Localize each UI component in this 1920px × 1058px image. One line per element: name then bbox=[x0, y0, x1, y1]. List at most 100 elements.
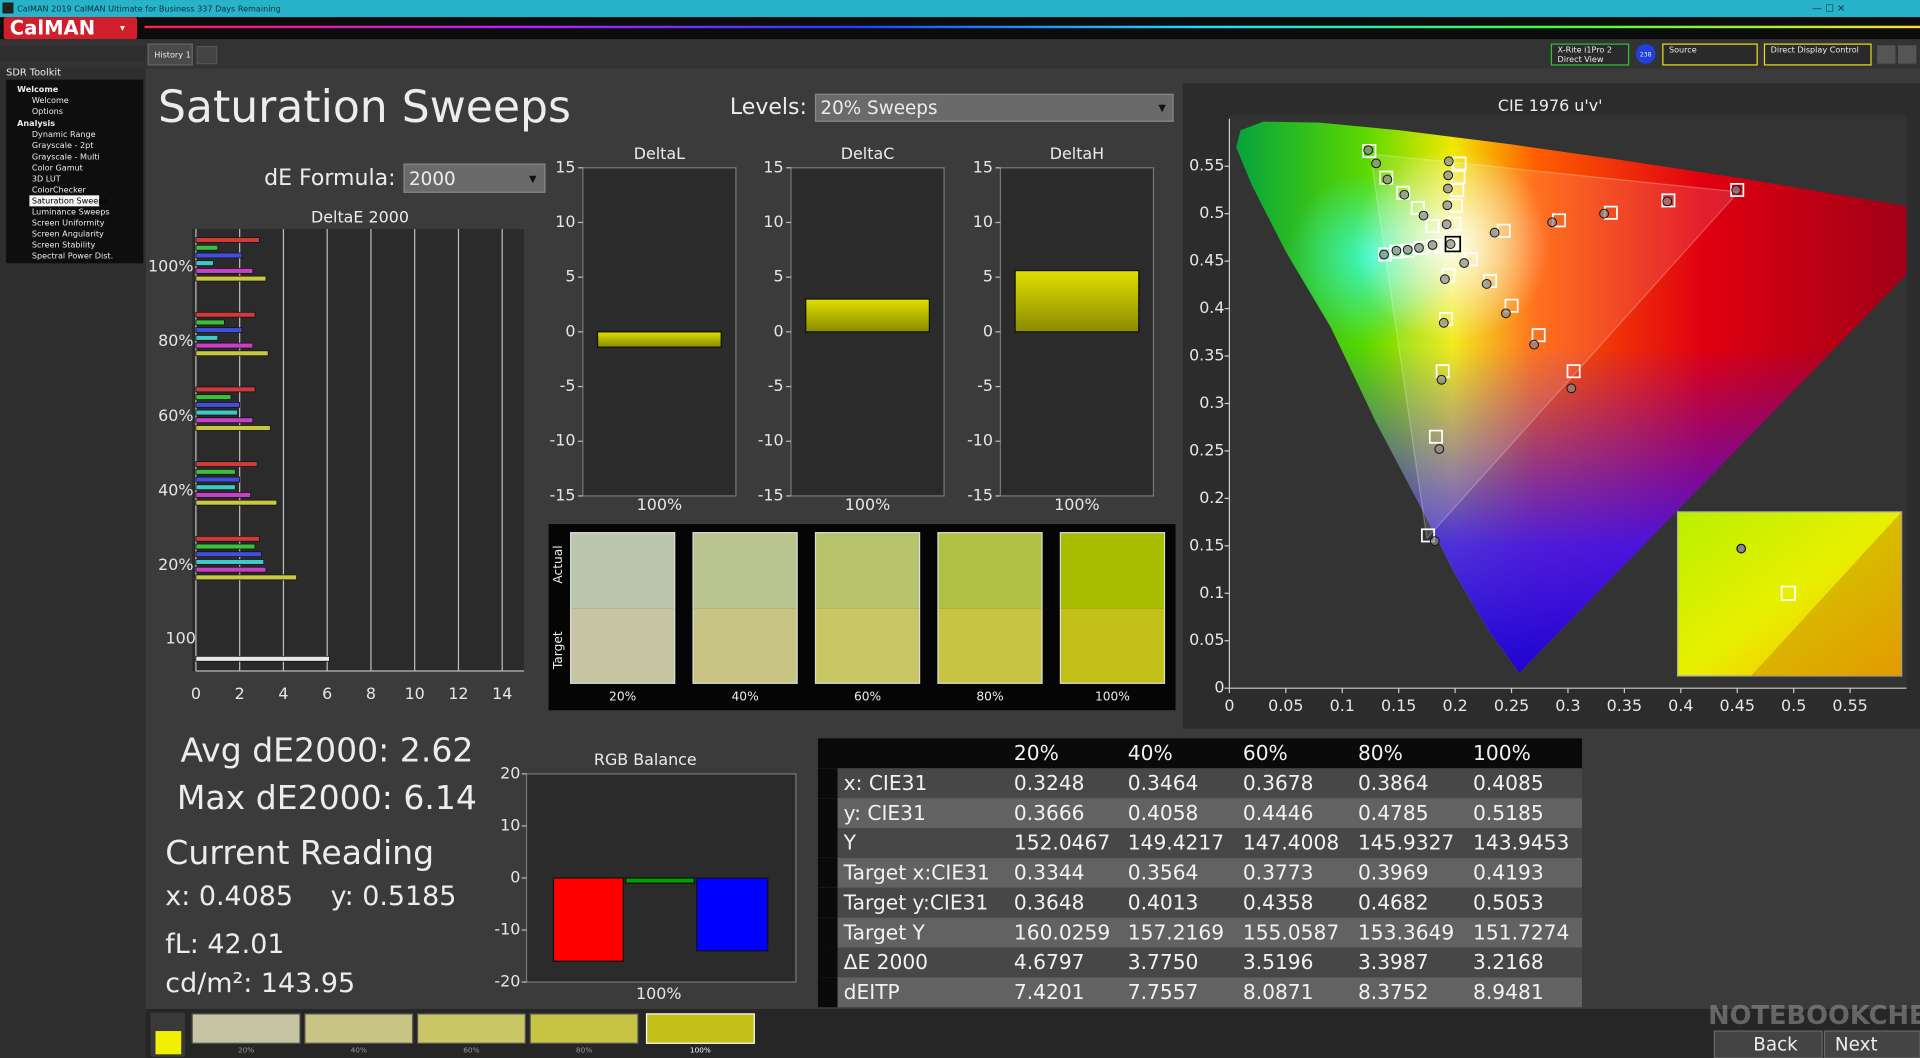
add-tab[interactable] bbox=[196, 45, 218, 65]
measured-point bbox=[1438, 317, 1449, 328]
rainbow-line bbox=[144, 25, 1920, 29]
actual-swatch bbox=[570, 532, 675, 609]
display-box[interactable] bbox=[1763, 43, 1872, 66]
measured-point bbox=[1363, 145, 1374, 156]
row-gutter bbox=[817, 828, 838, 858]
target-point bbox=[1444, 235, 1462, 253]
reading-fl: fL: 42.01 bbox=[165, 929, 284, 960]
bar bbox=[805, 298, 930, 333]
table-cell: 0.3666 bbox=[1014, 801, 1085, 825]
sidebar-item[interactable]: Saturation Sweeps bbox=[32, 195, 108, 205]
measured-point bbox=[1402, 244, 1413, 255]
back-button[interactable] bbox=[1713, 1030, 1823, 1058]
sidebar-item[interactable]: Color Gamut bbox=[32, 162, 83, 172]
target-point bbox=[1661, 193, 1676, 208]
table-cell: 3.5196 bbox=[1243, 950, 1314, 974]
x-tick-label: 100% bbox=[636, 984, 681, 1003]
y-tick-label: 5 bbox=[565, 267, 575, 286]
footer-swatch[interactable] bbox=[645, 1013, 755, 1044]
y-tick-label: 0.25 bbox=[1189, 440, 1224, 459]
swatch-label: 60% bbox=[854, 689, 881, 703]
table-cell: 8.0871 bbox=[1243, 980, 1314, 1004]
tab[interactable] bbox=[147, 43, 193, 66]
bar bbox=[195, 492, 251, 498]
target-point bbox=[1730, 182, 1745, 197]
formula-dropdown[interactable] bbox=[403, 163, 546, 193]
sidebar-item[interactable]: Screen Stability bbox=[32, 239, 96, 249]
actual-swatch bbox=[815, 532, 920, 609]
footer-swatch[interactable] bbox=[191, 1013, 301, 1044]
footer-swatch[interactable] bbox=[304, 1013, 414, 1044]
sidebar-tree bbox=[6, 79, 144, 264]
meter-box[interactable] bbox=[1550, 43, 1630, 66]
bar bbox=[195, 342, 254, 349]
y-tick-label: 0.15 bbox=[1189, 535, 1224, 554]
toolbar bbox=[0, 39, 1920, 69]
sidebar-item[interactable]: ColorChecker bbox=[32, 184, 87, 194]
measured-point bbox=[1662, 196, 1673, 207]
levels-dropdown[interactable] bbox=[814, 93, 1174, 122]
y-tick-label: 0.2 bbox=[1199, 488, 1224, 507]
table-cell: 0.3864 bbox=[1358, 771, 1429, 795]
x-tick-label: 0.05 bbox=[1268, 696, 1303, 715]
zoom-measured bbox=[1736, 543, 1747, 554]
sidebar-item[interactable]: Screen Angularity bbox=[32, 228, 104, 238]
reading-x: x: 0.4085 bbox=[165, 881, 293, 912]
measured-point bbox=[1459, 258, 1470, 268]
y-tick-label: -20 bbox=[494, 972, 520, 991]
x-tick-label: 0.35 bbox=[1607, 696, 1642, 715]
target-point bbox=[1452, 156, 1467, 171]
options-button[interactable] bbox=[1897, 45, 1917, 64]
sidebar-item[interactable]: 3D LUT bbox=[32, 173, 61, 183]
table-row bbox=[817, 917, 1583, 948]
window-controls[interactable]: — ☐ ✕ bbox=[1812, 4, 1845, 15]
table-cell: 0.3648 bbox=[1014, 890, 1085, 914]
target-label: Target bbox=[551, 631, 565, 670]
sidebar-item[interactable]: Luminance Sweeps bbox=[32, 206, 110, 216]
sidebar-heading[interactable]: Analysis bbox=[17, 118, 55, 128]
y-tick-label: 15 bbox=[555, 157, 575, 176]
sidebar-heading[interactable]: Welcome bbox=[17, 84, 59, 94]
meter-badge[interactable] bbox=[1635, 44, 1656, 64]
bar bbox=[195, 268, 254, 274]
table-cell: 0.3344 bbox=[1014, 861, 1085, 885]
x-tick-label: 0 bbox=[191, 684, 201, 703]
logo-box[interactable] bbox=[3, 17, 138, 40]
y-tick-label: -15 bbox=[758, 485, 784, 504]
measured-point bbox=[1436, 374, 1447, 385]
chart-title: DeltaL bbox=[634, 144, 685, 163]
sidebar-header bbox=[0, 46, 146, 62]
x-tick-label: 4 bbox=[278, 684, 288, 703]
table-cell: Target x:CIE31 bbox=[843, 861, 990, 885]
settings-button[interactable] bbox=[1877, 45, 1896, 64]
y-tick-label: -10 bbox=[758, 431, 784, 450]
table-row bbox=[817, 768, 1583, 799]
sidebar-item[interactable]: Screen Uniformity bbox=[32, 217, 105, 227]
sidebar-item[interactable]: Welcome bbox=[32, 95, 69, 105]
table-cell: 0.4446 bbox=[1243, 801, 1314, 825]
logo: CalMAN bbox=[10, 16, 95, 39]
row-gutter bbox=[817, 887, 838, 918]
table-row bbox=[817, 857, 1583, 888]
actual-swatch bbox=[693, 532, 798, 609]
bar bbox=[195, 402, 241, 408]
source-box[interactable] bbox=[1662, 43, 1758, 66]
table-cell: 0.3248 bbox=[1014, 771, 1085, 795]
swatch-border bbox=[814, 532, 921, 684]
table-header bbox=[817, 738, 1583, 769]
table-cell: 0.3773 bbox=[1243, 861, 1314, 885]
sidebar-item[interactable]: Options bbox=[32, 106, 63, 116]
bar bbox=[195, 244, 219, 251]
bar bbox=[195, 319, 225, 326]
x-tick-label: 2 bbox=[235, 684, 245, 703]
footer-swatch[interactable] bbox=[529, 1013, 639, 1044]
measured-point bbox=[1443, 156, 1454, 167]
footer-swatch[interactable] bbox=[416, 1013, 526, 1044]
sidebar-item[interactable]: Grayscale - 2pt bbox=[32, 140, 94, 150]
sidebar-item[interactable]: Spectral Power Dist. bbox=[32, 250, 113, 260]
sidebar-item[interactable]: Grayscale - Multi bbox=[32, 151, 100, 161]
bar bbox=[195, 386, 256, 393]
x-tick-label: 14 bbox=[492, 684, 512, 703]
sidebar-item[interactable]: Dynamic Range bbox=[32, 129, 96, 139]
